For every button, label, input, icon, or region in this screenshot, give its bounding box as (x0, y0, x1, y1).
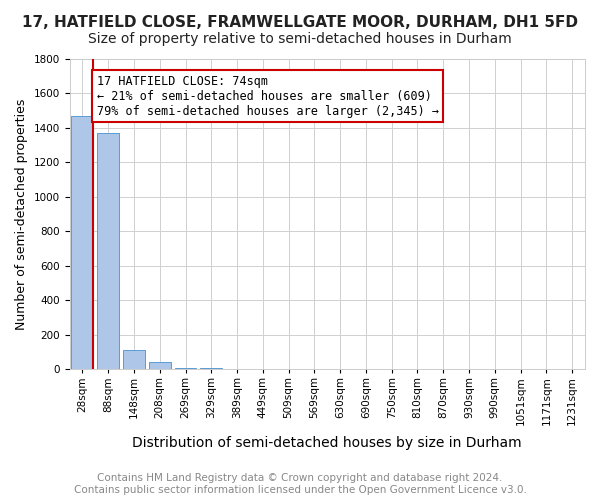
Text: Size of property relative to semi-detached houses in Durham: Size of property relative to semi-detach… (88, 32, 512, 46)
X-axis label: Distribution of semi-detached houses by size in Durham: Distribution of semi-detached houses by … (133, 436, 522, 450)
Bar (175, 368, 196, 369)
Bar (97, 133, 119, 369)
Text: 17 HATFIELD CLOSE: 74sqm
← 21% of semi-detached houses are smaller (609)
79% of : 17 HATFIELD CLOSE: 74sqm ← 21% of semi-d… (97, 74, 439, 118)
Bar (200, 368, 222, 369)
Bar (226, 368, 248, 369)
Bar (252, 368, 274, 369)
Text: Contains HM Land Registry data © Crown copyright and database right 2024.
Contai: Contains HM Land Registry data © Crown c… (74, 474, 526, 495)
Bar (149, 362, 170, 369)
Bar (71, 116, 94, 369)
Y-axis label: Number of semi-detached properties: Number of semi-detached properties (15, 98, 28, 330)
Text: 17, HATFIELD CLOSE, FRAMWELLGATE MOOR, DURHAM, DH1 5FD: 17, HATFIELD CLOSE, FRAMWELLGATE MOOR, D… (22, 15, 578, 30)
Bar (123, 350, 145, 369)
